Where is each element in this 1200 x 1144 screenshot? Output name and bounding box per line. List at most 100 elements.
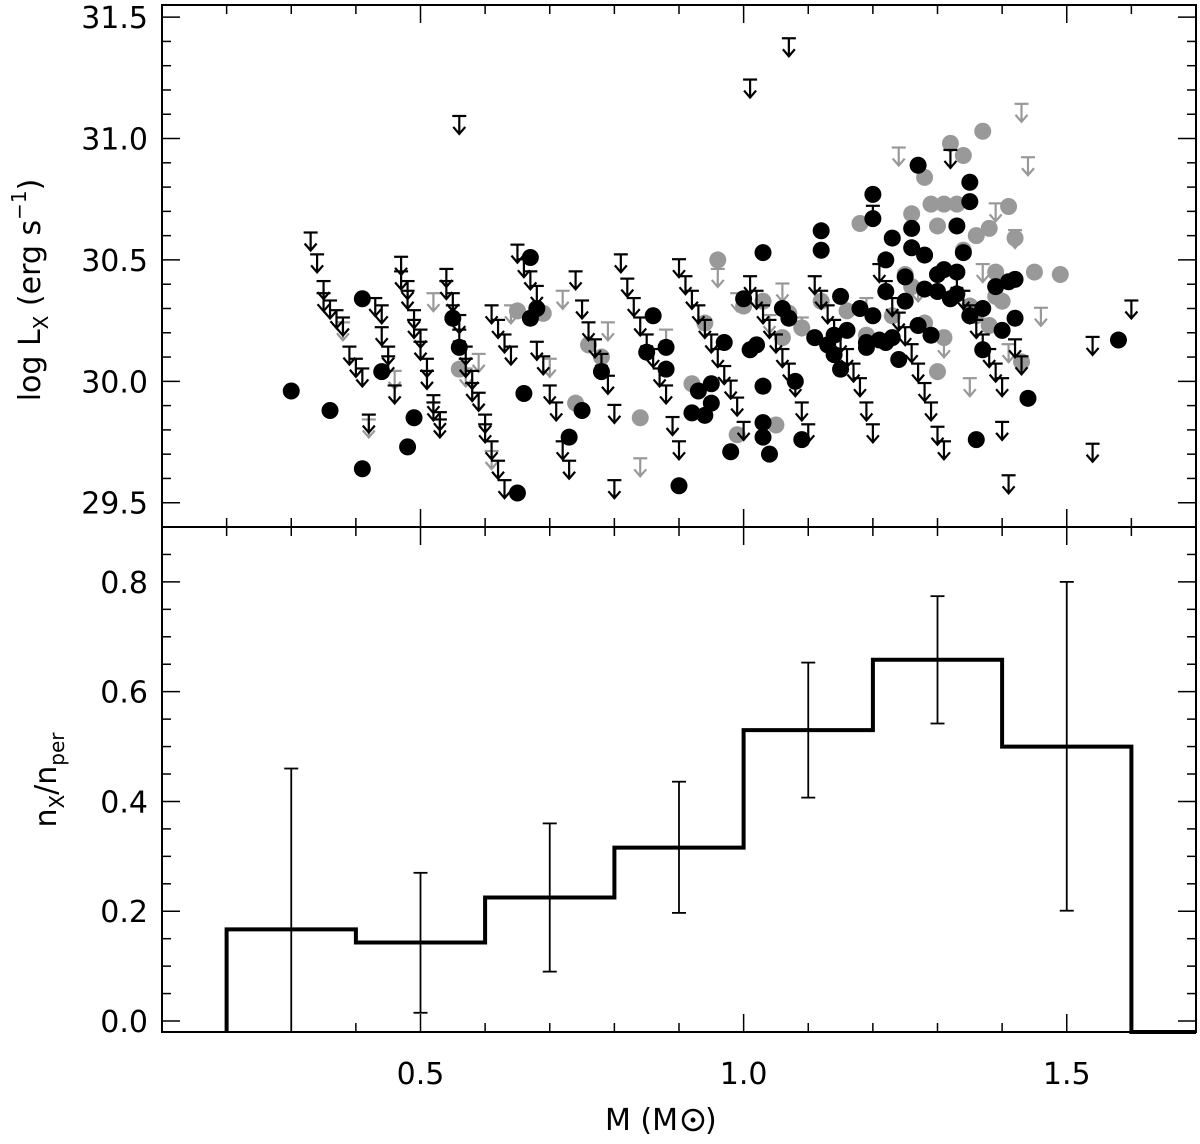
black-detection-point — [373, 363, 391, 381]
limit-head — [626, 308, 641, 318]
limit-head — [374, 315, 389, 326]
black-upper-limit-arrow — [400, 289, 415, 311]
limit-head — [601, 386, 615, 396]
black-upper-limit-arrow — [607, 403, 622, 425]
limit-head — [859, 412, 874, 423]
limit-head — [310, 264, 324, 275]
black-detection-point — [508, 484, 526, 502]
black-upper-limit-arrow — [491, 459, 506, 481]
black-detection-point — [948, 217, 966, 235]
limit-head — [807, 286, 822, 296]
limit-head — [1085, 454, 1100, 464]
limit-head — [678, 286, 693, 296]
limit-head — [336, 332, 350, 343]
limit-head — [633, 468, 648, 478]
black-upper-limit-arrow — [911, 362, 926, 384]
top-axes: 29.5 30.0 30.5 31.0 31.5 — [81, 1, 1197, 528]
black-upper-limit-arrow — [852, 377, 867, 398]
black-upper-limit-arrow — [497, 333, 512, 355]
gray-upper-limit-arrow — [426, 292, 441, 313]
bottom-xtick-label: 0.5 — [397, 1057, 445, 1092]
top-ylabel-sup: −1 — [7, 190, 31, 219]
gray-detection-point — [980, 219, 998, 237]
limit-head — [756, 315, 770, 326]
top-ylabel-pre: log L — [13, 329, 48, 401]
limit-head — [794, 327, 809, 338]
bottom-xlabel: M (M ) — [605, 1103, 717, 1138]
limit-head — [995, 388, 1009, 398]
limit-head — [387, 395, 402, 406]
black-upper-limit-arrow — [865, 423, 880, 445]
black-detection-point — [883, 229, 901, 247]
limit-head — [323, 310, 337, 321]
limit-head — [465, 393, 480, 403]
gray-detection-point — [941, 134, 959, 152]
black-detection-point — [896, 292, 914, 310]
black-detection-point — [689, 382, 707, 400]
limit-head — [1014, 366, 1029, 377]
gray-detection-point — [948, 195, 966, 213]
limit-head — [400, 301, 415, 311]
gray-detection-point — [974, 122, 992, 140]
black-upper-limit-arrow — [374, 304, 389, 326]
black-detection-point — [722, 443, 740, 461]
limit-head — [491, 471, 505, 481]
limit-head — [484, 451, 499, 461]
black-upper-limit-arrow — [439, 279, 454, 301]
limit-head — [620, 288, 635, 299]
black-upper-limit-arrow — [943, 148, 958, 170]
limit-head — [361, 429, 376, 440]
limit-head — [1085, 347, 1100, 357]
limit-head — [762, 330, 777, 340]
limit-head — [782, 373, 796, 384]
limit-head — [833, 344, 848, 355]
limit-head — [885, 308, 900, 318]
black-upper-limit-arrow — [368, 296, 383, 318]
black-detection-point — [321, 401, 339, 419]
black-upper-limit-arrow — [361, 413, 376, 435]
limit-head — [866, 434, 880, 445]
black-detection-point — [1006, 270, 1024, 288]
black-detection-point — [929, 282, 946, 300]
limit-head — [504, 315, 518, 326]
gray-detection-point — [1025, 263, 1043, 281]
bottom-axes: 0.5 1.0 1.5 0.0 0.2 0.4 0.6 0.8 — [100, 526, 1197, 1092]
black-detection-point — [573, 401, 591, 419]
black-detection-point — [890, 350, 908, 368]
gray-detection-point — [767, 416, 785, 434]
black-detection-point — [702, 375, 720, 393]
gray-upper-limit-arrow — [988, 202, 1003, 224]
limit-head — [639, 344, 654, 355]
black-upper-limit-arrow — [316, 292, 331, 313]
limit-head — [840, 359, 854, 369]
black-detection-point — [935, 261, 953, 279]
top-ytick-label: 30.5 — [81, 244, 148, 279]
black-detection-point — [1109, 331, 1127, 349]
black-upper-limit-arrow — [1085, 442, 1100, 464]
limit-head — [588, 349, 602, 360]
limit-head — [568, 281, 583, 292]
limit-head — [853, 388, 867, 398]
black-upper-limit-arrow — [310, 253, 325, 275]
black-detection-point — [399, 438, 417, 456]
limit-head — [866, 216, 880, 226]
limit-head — [420, 381, 434, 391]
black-upper-limit-arrow — [730, 396, 745, 418]
black-upper-limit-arrow — [374, 326, 389, 347]
limit-head — [956, 301, 971, 311]
error-bar — [672, 780, 686, 914]
black-detection-point — [657, 338, 675, 356]
black-upper-limit-arrow — [471, 391, 486, 413]
limit-head — [349, 369, 363, 379]
black-upper-limit-arrow — [529, 284, 544, 306]
black-detection-point — [903, 239, 921, 257]
gray-upper-limit-arrow — [1020, 156, 1035, 177]
top-panel-scatter: 29.5 30.0 30.5 31.0 31.5 log LX (erg s−1) — [7, 1, 1197, 528]
black-detection-point — [812, 241, 830, 259]
black-upper-limit-arrow — [452, 114, 467, 136]
black-detection-point — [916, 280, 934, 298]
black-upper-limit-arrow — [1014, 355, 1029, 377]
histogram-step-line — [224, 657, 1196, 1034]
limit-head — [316, 303, 331, 313]
